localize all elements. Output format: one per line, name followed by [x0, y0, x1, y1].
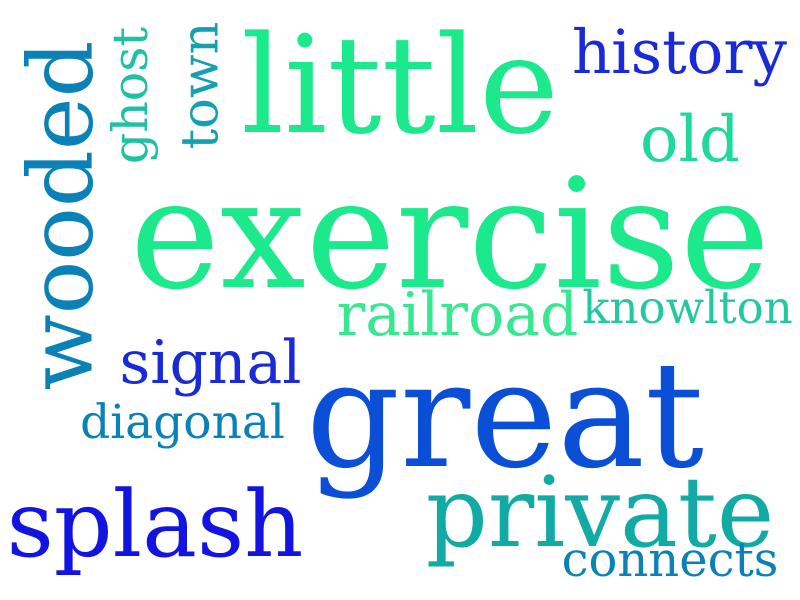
word-private: private: [425, 456, 775, 569]
word-signal: signal: [119, 327, 302, 398]
word-old: old: [640, 103, 740, 177]
word-great: great: [305, 329, 705, 501]
word-diagonal: diagonal: [80, 395, 285, 450]
word-connects: connects: [561, 532, 779, 588]
word-exercise: exercise: [130, 146, 770, 323]
word-wooded: wooded: [8, 40, 113, 390]
word-splash: splash: [6, 471, 304, 578]
word-railroad: railroad: [336, 280, 579, 350]
word-history: history: [572, 17, 787, 88]
word-knowlton: knowlton: [582, 281, 793, 334]
word-little: little: [241, 6, 559, 164]
word-ghost: ghost: [101, 26, 159, 164]
word-town: town: [170, 21, 230, 149]
